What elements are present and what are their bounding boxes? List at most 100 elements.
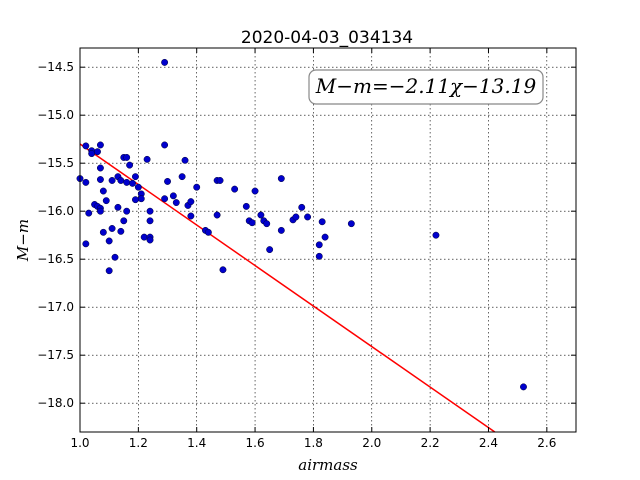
data-point [96, 141, 104, 149]
fit-line [79, 143, 496, 433]
x-tick-label: 1.6 [246, 436, 265, 450]
x-tick-label: 2.6 [537, 436, 556, 450]
data-point [140, 233, 148, 241]
y-axis-label: M−m [14, 219, 32, 262]
y-tick-label: −18.0 [37, 396, 74, 410]
grid [79, 48, 576, 432]
data-point [263, 220, 271, 228]
fit-line-layer [79, 143, 496, 433]
data-point [85, 209, 93, 217]
data-point [114, 203, 122, 211]
data-point [105, 267, 113, 275]
data-point [102, 197, 110, 205]
chart-title: 2020-04-03_034134 [241, 28, 413, 48]
annotation-box [308, 69, 544, 105]
data-point [231, 185, 239, 193]
axis-ticks: 1.0 1.2 1.4 1.6 1.8 2.0 2.2 2.4 2.6 −14.5 −15.0 −15… [37, 48, 576, 450]
data-point [137, 195, 145, 203]
data-point [193, 183, 201, 191]
data-point [242, 202, 250, 210]
data-point [219, 266, 227, 274]
data-point [105, 237, 113, 245]
data-point [347, 220, 355, 228]
data-point [318, 218, 326, 226]
plot-frame [79, 47, 577, 433]
annotation-text: M−m=−2.11χ−13.19 [315, 74, 537, 98]
data-point [172, 199, 180, 207]
data-point [134, 183, 142, 191]
data-point [117, 177, 125, 184]
data-point [123, 207, 131, 215]
data-point [96, 176, 104, 183]
data-point [143, 155, 151, 163]
data-point [131, 196, 139, 204]
data-point [292, 213, 300, 221]
data-point [88, 150, 96, 158]
data-point [117, 227, 125, 235]
data-point [315, 241, 323, 249]
data-point [213, 211, 221, 219]
data-point [277, 226, 285, 234]
data-point [248, 219, 256, 227]
data-point [266, 246, 274, 254]
y-tick-label: −17.0 [37, 300, 74, 314]
y-tick-label: −16.0 [37, 204, 74, 218]
data-point [204, 228, 212, 236]
x-axis-label: airmass [298, 456, 358, 474]
x-tick-label: 1.0 [70, 436, 89, 450]
data-point [161, 195, 169, 203]
data-point [304, 213, 312, 221]
data-point [120, 217, 128, 225]
data-point [96, 207, 104, 215]
data-point [111, 253, 119, 261]
x-tick-label: 2.2 [421, 436, 440, 450]
data-point [216, 177, 224, 184]
data-point [146, 207, 154, 215]
x-tick-label: 1.4 [187, 436, 206, 450]
data-point [126, 161, 134, 169]
data-point [82, 240, 90, 248]
data-point [108, 225, 116, 232]
data-point [161, 58, 169, 66]
data-point [123, 178, 131, 186]
data-point [187, 212, 195, 220]
x-tick-label: 2.4 [479, 436, 498, 450]
data-point [321, 233, 329, 241]
fit-annotation: M−m=−2.11χ−13.19 [308, 69, 544, 105]
data-point [257, 211, 265, 219]
data-point [129, 179, 136, 187]
data-point [298, 203, 306, 211]
data-point [432, 231, 440, 239]
y-tick-label: −15.0 [37, 108, 74, 122]
points-layer [76, 58, 527, 391]
data-point [82, 142, 90, 150]
data-point [146, 217, 154, 225]
x-tick-label: 1.2 [129, 436, 148, 450]
data-point [108, 177, 116, 184]
data-point [251, 187, 259, 195]
data-point [123, 153, 131, 161]
data-point [161, 141, 169, 149]
data-point [99, 187, 107, 195]
x-tick-label: 1.8 [304, 436, 323, 450]
data-point [181, 156, 189, 164]
data-point [277, 175, 285, 183]
data-point [99, 228, 107, 236]
data-point [169, 192, 177, 200]
data-point [315, 252, 323, 260]
y-tick-label: −15.5 [37, 156, 74, 170]
x-tick-label: 2.0 [362, 436, 381, 450]
y-tick-label: −16.5 [37, 252, 74, 266]
data-point [94, 148, 101, 156]
y-tick-label: −14.5 [37, 60, 74, 74]
data-point [164, 177, 171, 185]
data-point [96, 164, 104, 172]
data-point [146, 236, 154, 244]
data-point [187, 198, 195, 206]
data-point [131, 173, 139, 181]
y-tick-label: −17.5 [37, 348, 74, 362]
data-point [82, 178, 90, 186]
data-point [178, 173, 186, 181]
data-point [520, 383, 527, 391]
